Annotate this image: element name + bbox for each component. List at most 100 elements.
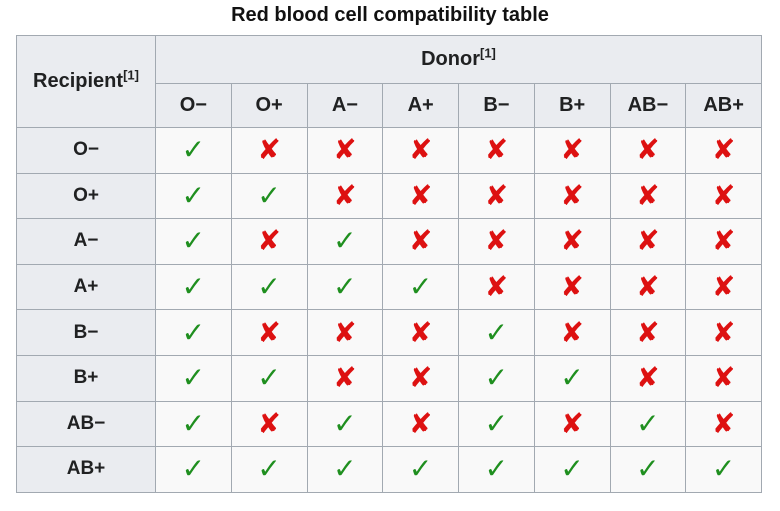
cross-icon: ✘ — [408, 224, 433, 258]
table-row: B− ✓ ✘ ✘ ✘ ✓ ✘ ✘ ✘ — [16, 309, 762, 356]
compatibility-cell: ✓ — [458, 446, 535, 493]
check-icon: ✓ — [181, 270, 206, 304]
compatibility-cell: ✘ — [306, 127, 384, 174]
recipient-type-cell: A− — [16, 218, 156, 265]
compatibility-cell: ✓ — [306, 400, 384, 448]
compatibility-cell: ✓ — [306, 218, 384, 265]
check-icon: ✓ — [560, 361, 584, 395]
cross-icon: ✘ — [560, 133, 584, 167]
compatibility-cell: ✘ — [230, 218, 308, 265]
compatibility-cell: ✘ — [230, 127, 308, 174]
compatibility-cell: ✓ — [458, 354, 535, 402]
compatibility-cell: ✓ — [533, 354, 611, 402]
compatibility-cell: ✘ — [685, 400, 762, 448]
donor-header: Donor[1] — [155, 35, 762, 84]
donor-type-header: O− — [155, 83, 232, 128]
cross-icon: ✘ — [408, 361, 433, 395]
recipient-ref-link[interactable]: [1] — [123, 67, 139, 83]
compatibility-cell: ✘ — [533, 309, 611, 356]
table-row: O+ ✓ ✓ ✘ ✘ ✘ ✘ ✘ ✘ — [16, 172, 762, 220]
check-icon: ✓ — [257, 361, 281, 395]
recipient-type-cell: AB+ — [16, 446, 156, 493]
compatibility-cell: ✘ — [533, 400, 611, 448]
compatibility-cell: ✘ — [533, 218, 611, 265]
compatibility-cell: ✓ — [155, 263, 232, 311]
compatibility-cell: ✓ — [230, 172, 308, 220]
compatibility-cell: ✘ — [230, 400, 308, 448]
compatibility-cell: ✘ — [609, 263, 687, 311]
donor-type-header: AB+ — [685, 83, 762, 128]
compatibility-cell: ✘ — [685, 218, 762, 265]
cross-icon: ✘ — [711, 315, 736, 349]
cross-icon: ✘ — [636, 315, 660, 349]
cross-icon: ✘ — [408, 178, 433, 212]
cross-icon: ✘ — [484, 224, 509, 258]
check-icon: ✓ — [408, 270, 433, 304]
cross-icon: ✘ — [408, 315, 433, 349]
check-icon: ✓ — [636, 406, 660, 440]
cross-icon: ✘ — [711, 406, 736, 440]
compatibility-cell: ✘ — [609, 172, 687, 220]
check-icon: ✓ — [333, 224, 357, 258]
check-icon: ✓ — [181, 361, 206, 395]
compatibility-cell: ✘ — [685, 354, 762, 402]
compatibility-cell: ✓ — [230, 354, 308, 402]
compatibility-cell: ✓ — [155, 309, 232, 356]
compatibility-cell: ✓ — [306, 263, 384, 311]
donor-type-header: AB− — [609, 83, 687, 128]
cross-icon: ✘ — [333, 361, 357, 395]
check-icon: ✓ — [333, 452, 357, 486]
check-icon: ✓ — [636, 452, 660, 486]
compatibility-cell: ✘ — [458, 127, 535, 174]
compatibility-cell: ✘ — [609, 218, 687, 265]
cross-icon: ✘ — [711, 224, 736, 258]
check-icon: ✓ — [181, 406, 206, 440]
cross-icon: ✘ — [636, 270, 660, 304]
table-row: B+ ✓ ✓ ✘ ✘ ✓ ✓ ✘ ✘ — [16, 354, 762, 402]
compatibility-cell: ✘ — [382, 400, 459, 448]
check-icon: ✓ — [484, 452, 509, 486]
compatibility-cell: ✘ — [458, 172, 535, 220]
compatibility-cell: ✓ — [155, 446, 232, 493]
cross-icon: ✘ — [257, 133, 281, 167]
recipient-type-cell: B+ — [16, 354, 156, 402]
compatibility-cell: ✘ — [306, 309, 384, 356]
compatibility-cell: ✓ — [155, 172, 232, 220]
check-icon: ✓ — [484, 315, 509, 349]
table-row: O− ✓ ✘ ✘ ✘ ✘ ✘ ✘ ✘ — [16, 127, 762, 174]
check-icon: ✓ — [333, 406, 357, 440]
compatibility-cell: ✘ — [685, 172, 762, 220]
compatibility-cell: ✓ — [458, 400, 535, 448]
check-icon: ✓ — [711, 452, 736, 486]
cross-icon: ✘ — [408, 133, 433, 167]
cross-icon: ✘ — [636, 133, 660, 167]
compatibility-cell: ✘ — [685, 263, 762, 311]
recipient-type-cell: O− — [16, 127, 156, 174]
recipient-type-cell: A+ — [16, 263, 156, 311]
check-icon: ✓ — [181, 315, 206, 349]
check-icon: ✓ — [257, 452, 281, 486]
donor-type-header: B+ — [533, 83, 611, 128]
compatibility-cell: ✓ — [230, 263, 308, 311]
recipient-type-cell: AB− — [16, 400, 156, 448]
donor-ref-link[interactable]: [1] — [480, 45, 496, 61]
cross-icon: ✘ — [484, 133, 509, 167]
cross-icon: ✘ — [560, 224, 584, 258]
cross-icon: ✘ — [257, 224, 281, 258]
compatibility-cell: ✘ — [609, 127, 687, 174]
cross-icon: ✘ — [333, 178, 357, 212]
check-icon: ✓ — [257, 178, 281, 212]
compatibility-cell: ✓ — [609, 400, 687, 448]
cross-icon: ✘ — [560, 270, 584, 304]
donor-types-row: O− O+ A− A+ B− B+ AB− AB+ — [17, 83, 762, 128]
compatibility-cell: ✘ — [458, 263, 535, 311]
compatibility-cell: ✘ — [458, 218, 535, 265]
cross-icon: ✘ — [560, 315, 584, 349]
compatibility-cell: ✓ — [306, 446, 384, 493]
compatibility-cell: ✓ — [458, 309, 535, 356]
donor-header-row: Recipient[1] Donor[1] — [16, 35, 762, 128]
compatibility-cell: ✓ — [155, 354, 232, 402]
cross-icon: ✘ — [711, 270, 736, 304]
recipient-header: Recipient[1] — [16, 35, 156, 128]
compatibility-cell: ✘ — [533, 263, 611, 311]
